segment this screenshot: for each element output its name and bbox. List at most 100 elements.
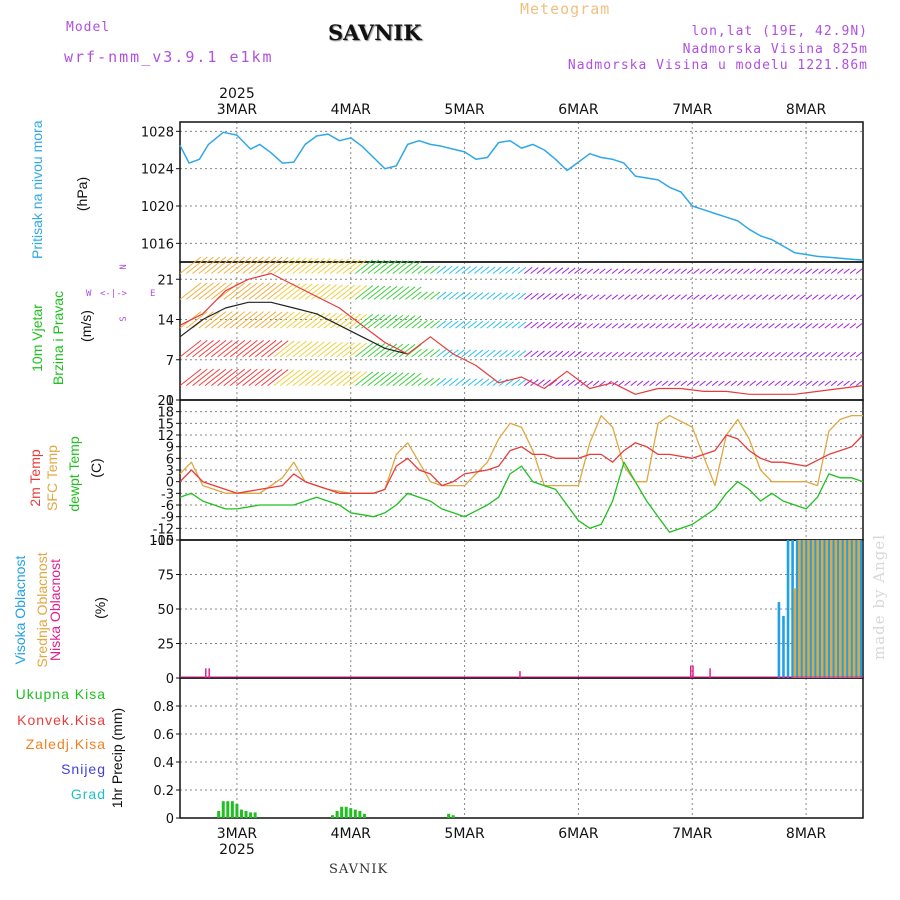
wind-barb	[486, 266, 496, 274]
wind-barb	[461, 349, 471, 358]
x-day-label-top: 6MAR	[558, 102, 599, 118]
wind-barb	[436, 320, 447, 329]
wind-barb	[755, 294, 763, 300]
wind-barb	[530, 379, 539, 387]
wind-barb	[824, 323, 832, 329]
wind-barb	[718, 351, 725, 358]
wind-barb	[693, 351, 700, 358]
wind-barb	[361, 371, 380, 387]
wind-barb	[749, 380, 756, 387]
y-tick-label: 15	[157, 417, 174, 432]
wind-barb	[342, 259, 362, 274]
wind-barb	[517, 292, 527, 300]
wind-barb	[536, 293, 545, 300]
wind-barb	[655, 323, 663, 329]
wind-barb	[442, 265, 453, 274]
wind-barb	[279, 369, 301, 387]
wind-barb	[286, 369, 307, 387]
wind-barb	[367, 259, 386, 274]
wind-barb	[210, 282, 233, 300]
wind-barb	[467, 349, 478, 358]
precip-bar	[335, 811, 339, 818]
wind-barb	[755, 351, 763, 358]
wind-barb	[524, 379, 533, 387]
wind-barb	[561, 293, 570, 300]
wind-barb	[655, 294, 663, 300]
wind-barb	[630, 380, 637, 387]
wind-barb	[392, 315, 410, 329]
wind-barb	[405, 344, 422, 358]
wind-barb	[411, 348, 422, 358]
wind-barb	[348, 342, 368, 358]
wind-barb	[549, 379, 558, 387]
wind-barb	[705, 323, 713, 329]
wind-barb	[630, 268, 637, 274]
wind-barb	[185, 256, 208, 274]
wind-barb	[498, 266, 508, 274]
legend-hail: Grad	[70, 786, 106, 802]
wind-barb	[248, 339, 271, 358]
precip-bar	[230, 801, 234, 818]
wind-barb	[273, 340, 295, 358]
wind-barb	[405, 315, 422, 329]
wind-barb	[524, 292, 533, 300]
wind-barb	[292, 369, 313, 387]
wind-barb	[361, 342, 380, 358]
wind-barb	[730, 323, 738, 329]
wind-barb	[649, 351, 656, 358]
wind-barb	[586, 323, 594, 329]
wind-barb	[849, 380, 857, 387]
wind-barb	[261, 368, 283, 387]
cloud-bar	[709, 668, 711, 678]
wind-barb	[592, 323, 600, 329]
compass-rose: N W <-|-> E S	[86, 262, 156, 326]
wind-barb	[561, 379, 570, 387]
wind-barb	[417, 320, 428, 329]
wind-barb	[743, 294, 750, 300]
wind-barb	[780, 268, 788, 274]
wind-barb	[624, 351, 631, 358]
wind-barb	[273, 257, 295, 274]
legend-total-rain: Ukupna Kisa	[15, 686, 106, 702]
wind-barb	[755, 380, 763, 387]
wind-barb	[580, 294, 587, 300]
wind-barb	[236, 311, 258, 329]
wind-barb	[605, 323, 612, 329]
wind-barb	[793, 351, 800, 358]
wind-barb	[430, 265, 441, 274]
wind-barb	[849, 351, 857, 358]
wind-barb	[693, 294, 700, 300]
wind-barb	[843, 351, 850, 358]
x-year-label-bottom: 2025	[219, 842, 255, 858]
wind-barb	[724, 268, 731, 274]
wind-barb	[668, 380, 675, 387]
wind-barb	[273, 311, 295, 329]
x-year-label-top: 2025	[219, 86, 255, 102]
wind-barb	[718, 380, 725, 387]
wind-barb	[724, 294, 731, 300]
wind-barb	[624, 294, 631, 300]
wind-barb	[261, 311, 283, 329]
cloud-bar	[848, 540, 851, 678]
wind-barb	[267, 311, 289, 329]
wind-barb	[248, 256, 271, 274]
wind-barb	[254, 340, 277, 358]
model-elevation-label: Nadmorska Visina u modelu 1221.86m	[567, 58, 868, 73]
wind-barb	[492, 292, 502, 300]
wind-barb	[467, 320, 478, 329]
y-tick-label: 1024	[141, 163, 174, 178]
wind-barb	[555, 379, 564, 387]
wind-barb	[674, 323, 681, 329]
wind-barb	[661, 268, 669, 274]
x-day-label-bottom: 7MAR	[672, 826, 713, 842]
wind-barb	[711, 351, 719, 358]
wind-barb	[855, 268, 863, 274]
wind-barb	[686, 351, 694, 358]
wind-barb	[586, 268, 594, 274]
wind-barb	[480, 292, 490, 300]
wind-barb	[361, 259, 380, 274]
wind-barb	[599, 380, 606, 387]
x-day-label-bottom: 4MAR	[331, 826, 372, 842]
x-day-label-top: 4MAR	[331, 102, 372, 118]
x-day-label-bottom: 8MAR	[786, 826, 827, 842]
